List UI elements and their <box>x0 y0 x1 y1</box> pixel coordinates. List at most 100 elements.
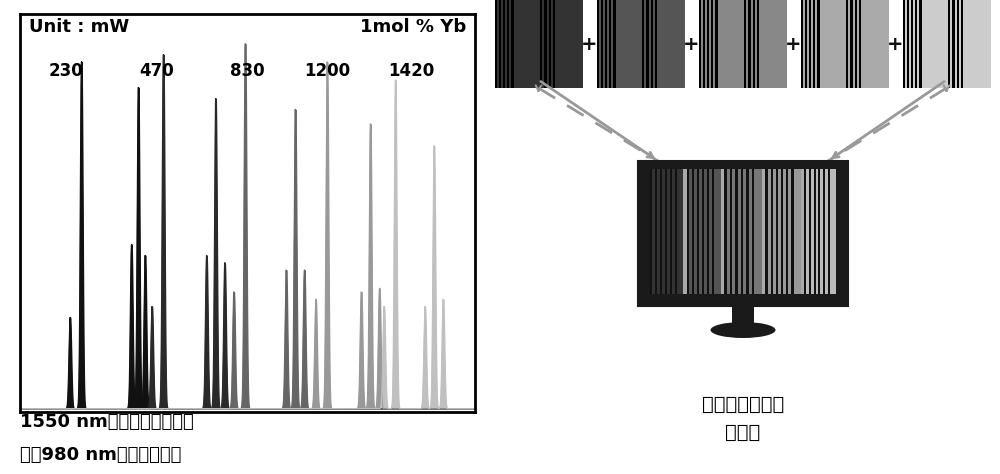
Text: 230: 230 <box>48 62 83 80</box>
Bar <box>692 169 694 294</box>
Bar <box>902 0 990 88</box>
Bar <box>822 0 846 88</box>
Bar <box>650 169 652 294</box>
Text: 条形码: 条形码 <box>725 422 761 441</box>
Text: 1mol % Yb: 1mol % Yb <box>360 18 466 36</box>
Bar <box>618 0 642 88</box>
Bar <box>902 0 905 88</box>
Bar <box>791 169 794 294</box>
Bar <box>494 0 497 88</box>
Bar <box>859 0 861 88</box>
Bar <box>907 0 909 88</box>
Bar <box>961 0 963 88</box>
Text: 1200: 1200 <box>304 62 350 80</box>
Bar <box>511 0 514 88</box>
Bar <box>516 0 540 88</box>
Bar <box>748 0 751 88</box>
Text: +: + <box>887 35 904 54</box>
Text: 改变980 nm激光激发功率: 改变980 nm激光激发功率 <box>20 446 181 464</box>
Bar <box>651 0 653 88</box>
Bar <box>703 0 705 88</box>
Bar <box>814 169 816 294</box>
Text: 830: 830 <box>230 62 265 80</box>
Bar <box>746 169 749 294</box>
Bar <box>638 161 848 306</box>
Bar <box>919 0 922 88</box>
Bar <box>601 0 603 88</box>
Bar <box>730 169 732 294</box>
Bar <box>828 169 830 294</box>
Bar <box>817 0 820 88</box>
Bar <box>650 169 683 294</box>
Text: 1550 nm激光激发功率固定: 1550 nm激光激发功率固定 <box>20 413 193 431</box>
Bar <box>499 0 501 88</box>
Bar <box>655 169 657 294</box>
Bar <box>911 0 913 88</box>
Bar <box>698 0 786 88</box>
Bar <box>707 169 709 294</box>
Bar <box>711 0 713 88</box>
Bar <box>957 0 959 88</box>
Bar <box>596 0 684 88</box>
Bar <box>744 0 746 88</box>
Bar <box>771 169 773 294</box>
Bar <box>605 0 607 88</box>
Bar <box>809 0 811 88</box>
Text: 1420: 1420 <box>388 62 434 80</box>
Bar <box>757 0 759 88</box>
Bar <box>494 0 582 88</box>
Bar <box>804 169 836 294</box>
Bar <box>596 0 599 88</box>
Bar <box>781 169 783 294</box>
Bar <box>712 169 714 294</box>
Bar <box>948 0 950 88</box>
Bar <box>735 169 738 294</box>
Bar <box>698 0 701 88</box>
Bar <box>813 0 815 88</box>
Bar <box>724 169 762 294</box>
Bar <box>675 169 677 294</box>
Bar <box>724 169 727 294</box>
Text: Unit : mW: Unit : mW <box>29 18 129 36</box>
Bar <box>805 0 807 88</box>
Bar <box>549 0 551 88</box>
Bar <box>823 169 825 294</box>
Bar <box>503 0 505 88</box>
Bar <box>800 0 889 88</box>
Bar <box>646 0 649 88</box>
Bar <box>809 169 811 294</box>
Bar <box>818 169 820 294</box>
Bar <box>650 169 836 294</box>
Ellipse shape <box>710 322 776 338</box>
Bar <box>642 0 644 88</box>
Bar <box>702 169 704 294</box>
Bar <box>915 0 917 88</box>
Bar <box>732 306 754 328</box>
Text: +: + <box>581 35 598 54</box>
Bar <box>800 0 803 88</box>
Bar <box>660 169 662 294</box>
Bar <box>855 0 857 88</box>
Text: 上转换光子防伪: 上转换光子防伪 <box>702 394 784 413</box>
Bar <box>765 169 768 294</box>
Bar <box>752 169 754 294</box>
Text: +: + <box>785 35 802 54</box>
Bar <box>850 0 853 88</box>
Text: +: + <box>683 35 700 54</box>
Bar <box>707 0 709 88</box>
Bar <box>665 169 667 294</box>
Bar <box>776 169 778 294</box>
Bar <box>609 0 611 88</box>
Bar <box>765 169 801 294</box>
Bar <box>846 0 848 88</box>
Bar <box>715 0 718 88</box>
Bar <box>655 0 657 88</box>
Bar <box>786 169 788 294</box>
Bar <box>804 169 806 294</box>
Bar <box>741 169 743 294</box>
Bar <box>613 0 616 88</box>
Bar <box>687 169 689 294</box>
Bar <box>507 0 509 88</box>
Bar <box>697 169 699 294</box>
Bar <box>924 0 948 88</box>
